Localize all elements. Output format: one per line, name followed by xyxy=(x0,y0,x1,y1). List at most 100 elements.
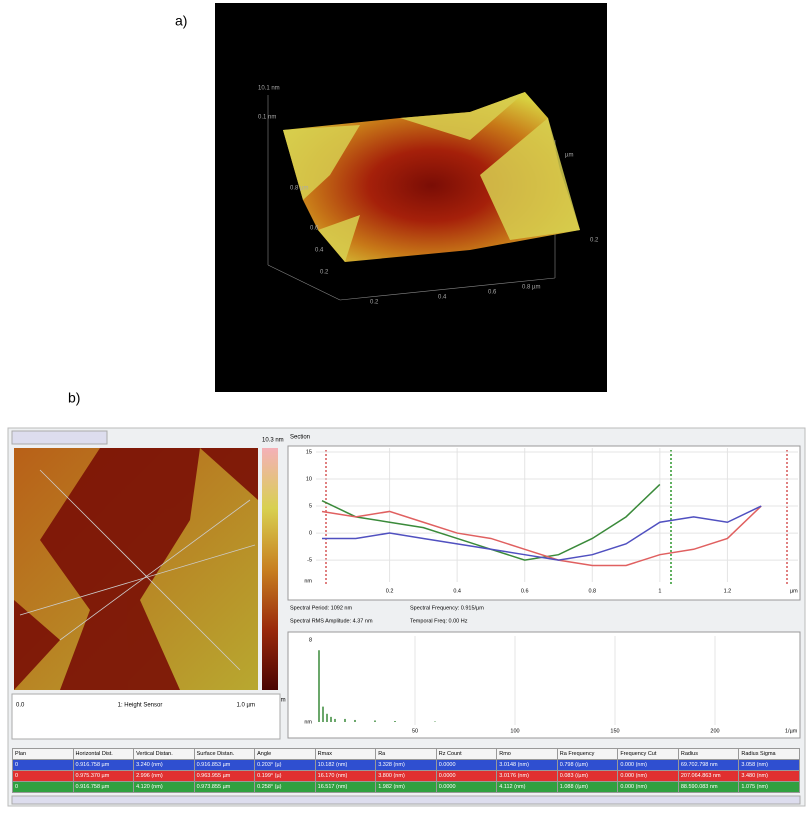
profile-line xyxy=(321,505,762,567)
spectrum-bar xyxy=(334,718,336,722)
toolbar[interactable] xyxy=(11,430,108,445)
table-cell: 3.0176 (nm) xyxy=(496,770,558,782)
x-tick-label: 100 xyxy=(510,728,519,734)
x-tick-label: 50 xyxy=(412,728,418,734)
table-cell: 0.000 (nm) xyxy=(617,759,679,771)
table-cell: Surface Distan. xyxy=(193,748,256,760)
table-cell: 0.0000 xyxy=(435,781,498,793)
table-cell: 0.258° (µ) xyxy=(254,781,316,793)
spectral-info: Spectral Frequency: 0.915/µm xyxy=(410,605,484,611)
axis-label: 0.6 xyxy=(488,290,497,296)
table-cell: 3.480 (nm) xyxy=(738,770,800,782)
surface-ridges xyxy=(283,92,580,262)
section-plot xyxy=(287,445,801,601)
table-cell: 0.0000 xyxy=(435,770,498,782)
x-tick-label: 1.2 xyxy=(724,588,732,594)
x-tick-label: 0.2 xyxy=(386,588,394,594)
x-end: 1.0 µm xyxy=(237,703,255,709)
y-unit: nm xyxy=(304,719,312,725)
spectral-info: Temporal Freq: 0.00 Hz xyxy=(410,618,468,624)
table-row[interactable]: 0 0.916.758 µm 4.120 (nm) 0.973.855 µm 0.258… xyxy=(12,781,800,793)
table-cell: Horizontal Dist. xyxy=(72,748,135,760)
axis-label: 0.1 nm xyxy=(258,115,276,121)
x-tick-label: 0.4 xyxy=(453,588,461,594)
table-cell: Vertical Distan. xyxy=(133,748,195,760)
table-cell: 3.240 (nm) xyxy=(133,759,195,771)
table-cell: Rmax xyxy=(314,748,377,760)
table-cell: 10.182 (nm) xyxy=(314,759,377,771)
table-cell: 88.590.083 nm xyxy=(677,781,740,793)
table-cell: 3.0148 (nm) xyxy=(496,759,558,771)
spectrum-bar xyxy=(318,650,320,722)
table-cell: 0.975.370 µm xyxy=(72,770,135,782)
spectrum-bar xyxy=(374,720,376,722)
table-cell: Plan xyxy=(12,748,74,760)
x-tick-label: 0.6 xyxy=(521,588,529,594)
y-tick-label: 10 xyxy=(306,476,312,482)
table-cell: Frequency Cut xyxy=(617,748,679,760)
axis-label: µm xyxy=(565,153,573,159)
table-cell: 4.120 (nm) xyxy=(133,781,195,793)
section-title: Section xyxy=(290,435,310,441)
table-row[interactable]: 0 0.975.370 µm 2.996 (nm) 0.963.955 µm 0.199… xyxy=(12,770,800,782)
image-info xyxy=(11,693,281,740)
table-cell: 0.000 (nm) xyxy=(617,770,679,782)
y-tick-label: 0 xyxy=(309,531,312,537)
table-cell: 0.0000 xyxy=(435,759,498,771)
axis-label: 0.2 xyxy=(320,270,329,276)
panel-label: a) xyxy=(175,13,187,29)
image-dark-regions xyxy=(14,448,258,690)
spectrum-plot xyxy=(287,631,801,739)
table-cell: Radius Sigma xyxy=(738,748,800,760)
table-cell: 16.517 (nm) xyxy=(314,781,377,793)
table-cell: 0 xyxy=(12,781,74,793)
panel-label: b) xyxy=(68,390,80,406)
channel: 1: Height Sensor xyxy=(118,703,163,709)
axis-label: 0.4 xyxy=(315,248,324,254)
y-tick-label: 5 xyxy=(309,503,312,509)
table-cell: 0.000 (nm) xyxy=(617,781,679,793)
table-cell: Radius xyxy=(677,748,740,760)
table-row[interactable]: 0 0.916.758 µm 3.240 (nm) 0.916.853 µm 0.203… xyxy=(12,759,800,771)
spectrum-bar xyxy=(394,720,396,722)
table-cell: Rz Count xyxy=(435,748,498,760)
spectrum-bar xyxy=(330,716,332,722)
spectrum-bar xyxy=(344,718,346,722)
spectrum-bar xyxy=(434,721,436,722)
table-cell: 2.996 (nm) xyxy=(133,770,195,782)
y-unit: nm xyxy=(304,578,312,584)
table-cell: 0.916.853 µm xyxy=(193,759,256,771)
table-cell: 1.982 (nm) xyxy=(375,781,437,793)
table-cell: Rmo xyxy=(496,748,558,760)
table-cell: 69.702.798 nm xyxy=(677,759,740,771)
table-cell: 3.058 (nm) xyxy=(738,759,800,771)
table-cell: 0.203° (µ) xyxy=(254,759,316,771)
table-cell: Ra xyxy=(375,748,437,760)
x-tick-label: 1 xyxy=(658,588,661,594)
results-table: Plan Horizontal Dist. Vertical Distan. Surf… xyxy=(12,748,800,793)
axis-label: 0.8 µm xyxy=(290,186,308,192)
table-cell: 0.199° (µ) xyxy=(254,770,316,782)
x-tick-label: 0.8 xyxy=(588,588,596,594)
x-tick-label: 200 xyxy=(710,728,719,734)
table-cell: 16.170 (nm) xyxy=(314,770,377,782)
table-cell: 0.916.758 µm xyxy=(72,759,135,771)
table-cell: 1.088 (/µm) xyxy=(556,781,619,793)
axis-label: 0.2 xyxy=(370,300,379,306)
scrollbar[interactable] xyxy=(11,795,801,805)
table-cell: 4.112 (nm) xyxy=(496,781,558,793)
table-row[interactable]: Plan Horizontal Dist. Vertical Distan. Surf… xyxy=(12,748,800,760)
table-cell: 0.916.758 µm xyxy=(72,781,135,793)
colorbar xyxy=(262,448,278,690)
x-start: 0.0 xyxy=(16,703,25,709)
table-cell: 0.963.955 µm xyxy=(193,770,256,782)
spectral-info: Spectral Period: 1092 nm xyxy=(290,605,352,611)
table-cell: 0 xyxy=(12,759,74,771)
table-cell: 207.064.863 nm xyxy=(677,770,740,782)
spectrum-bar xyxy=(326,713,328,722)
table-cell: 3.800 (nm) xyxy=(375,770,437,782)
table-cell: 0.083 (/µm) xyxy=(556,770,619,782)
x-unit: 1/µm xyxy=(785,728,798,734)
y-tick-label: -5 xyxy=(307,558,312,564)
